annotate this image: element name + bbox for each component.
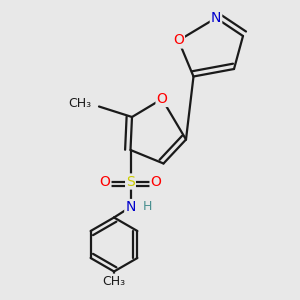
Text: O: O [151,175,161,188]
Text: CH₃: CH₃ [68,97,92,110]
Text: N: N [125,200,136,214]
Text: H: H [142,200,152,214]
Text: N: N [211,11,221,25]
Text: O: O [100,175,110,188]
Text: S: S [126,175,135,188]
Text: O: O [157,92,167,106]
Text: O: O [173,34,184,47]
Text: CH₃: CH₃ [102,274,126,288]
